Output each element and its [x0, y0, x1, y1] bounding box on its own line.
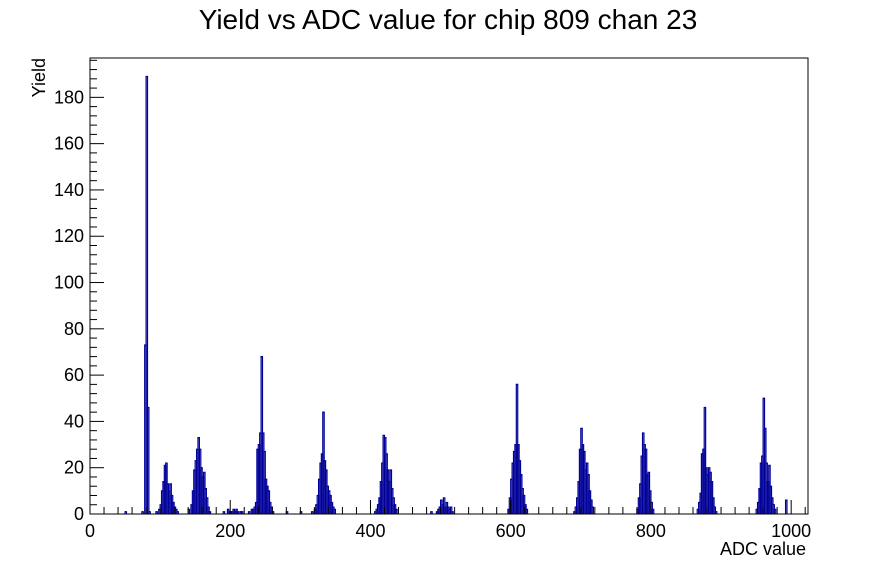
- y-tick-label: 100: [54, 273, 84, 293]
- histogram-bin: [451, 511, 454, 514]
- histogram-bin: [146, 406, 150, 514]
- x-tick-label: 600: [496, 521, 526, 541]
- y-tick-label: 60: [64, 365, 84, 385]
- x-tick-label: 800: [636, 521, 666, 541]
- histogram-bin: [208, 511, 212, 514]
- y-axis-label: Yield: [29, 58, 49, 97]
- x-tick-label: 0: [85, 521, 95, 541]
- histogram-bin: [236, 511, 240, 514]
- histogram-bin: [442, 497, 446, 514]
- histogram-bin: [714, 511, 718, 514]
- histogram-bin: [651, 508, 655, 514]
- histogram-bin: [430, 511, 433, 514]
- histogram-bin: [525, 508, 529, 514]
- y-tick-label: 40: [64, 411, 84, 431]
- histogram-bin: [141, 511, 144, 514]
- histogram-bin: [773, 508, 777, 514]
- histogram-bin: [222, 511, 226, 514]
- histogram-bin: [310, 511, 314, 514]
- histogram-bin: [591, 506, 595, 514]
- x-tick-label: 400: [355, 521, 385, 541]
- x-axis-label: ADC value: [720, 539, 806, 559]
- y-tick-label: 120: [54, 226, 84, 246]
- histogram-bin: [784, 499, 788, 514]
- histogram-bin: [148, 511, 151, 514]
- x-tick-label: 1000: [771, 521, 811, 541]
- y-tick-label: 20: [64, 458, 84, 478]
- histogram-series: [124, 75, 788, 514]
- histogram-bin: [395, 508, 398, 514]
- histogram-bin: [155, 511, 158, 514]
- histogram-bin: [449, 506, 453, 514]
- histogram-bin: [207, 506, 210, 514]
- histogram-bin: [247, 511, 251, 514]
- histogram-bin: [176, 511, 179, 514]
- chart-title: Yield vs ADC value for chip 809 chan 23: [199, 4, 698, 35]
- histogram-bin: [703, 406, 707, 514]
- histogram-bin: [713, 506, 717, 514]
- histogram-bin: [712, 497, 715, 514]
- histogram-bin: [333, 508, 337, 514]
- x-tick-label: 200: [215, 521, 245, 541]
- y-tick-label: 180: [54, 87, 84, 107]
- y-tick-label: 80: [64, 319, 84, 339]
- plot-frame: [89, 57, 809, 515]
- histogram-bin: [240, 511, 244, 514]
- y-tick-label: 140: [54, 180, 84, 200]
- axes: 0 200 400 600 800 1000 0 20 40 60 80 100 120 140 160 18…: [54, 59, 811, 541]
- histogram-bin: [205, 497, 209, 514]
- histogram-bin: [145, 75, 149, 514]
- histogram-bin: [124, 511, 128, 514]
- y-tick-label: 0: [74, 504, 84, 524]
- y-tick-label: 160: [54, 134, 84, 154]
